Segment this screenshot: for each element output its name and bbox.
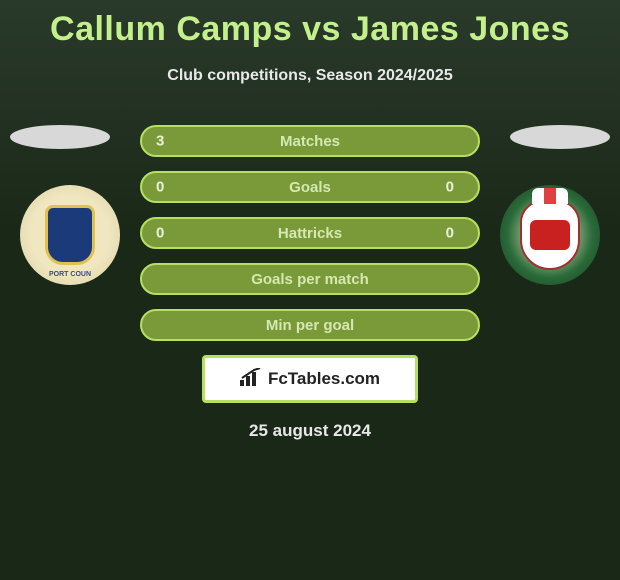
stat-row: Min per goal: [140, 309, 480, 341]
shield-icon: PORT COUN: [45, 205, 95, 265]
feathers-icon: [532, 188, 568, 204]
date-label: 25 august 2024: [0, 421, 620, 441]
stat-value-right: 0: [446, 225, 454, 242]
shield-icon: [520, 200, 580, 270]
brand-box: FcTables.com: [202, 355, 418, 403]
brand-text: FcTables.com: [268, 369, 380, 389]
player-left-oval: [10, 125, 110, 149]
stat-row: 0 Hattricks 0: [140, 217, 480, 249]
stat-label: Goals per match: [251, 271, 369, 288]
stat-value-right: 0: [446, 179, 454, 196]
stat-row: Goals per match: [140, 263, 480, 295]
subtitle: Club competitions, Season 2024/2025: [0, 67, 620, 85]
stat-row: 0 Goals 0: [140, 171, 480, 203]
stat-label: Hattricks: [278, 225, 342, 242]
comparison-panel: PORT COUN 3 Matches 0 Goals 0 0 Hattrick…: [0, 125, 620, 441]
player-right-oval: [510, 125, 610, 149]
stat-value-left: 0: [156, 179, 164, 196]
stat-value-left: 0: [156, 225, 164, 242]
stat-row: 3 Matches: [140, 125, 480, 157]
stat-label: Min per goal: [266, 317, 354, 334]
stat-value-left: 3: [156, 133, 164, 150]
page-title: Callum Camps vs James Jones: [0, 0, 620, 49]
stats-list: 3 Matches 0 Goals 0 0 Hattricks 0 Goals …: [140, 125, 480, 341]
bar-chart-icon: [240, 368, 262, 391]
dragon-icon: [530, 220, 570, 250]
club-crest-left: PORT COUN: [20, 185, 120, 285]
stat-label: Matches: [280, 133, 340, 150]
stat-label: Goals: [289, 179, 331, 196]
crest-left-label: PORT COUN: [49, 271, 91, 278]
club-crest-right: [500, 185, 600, 285]
